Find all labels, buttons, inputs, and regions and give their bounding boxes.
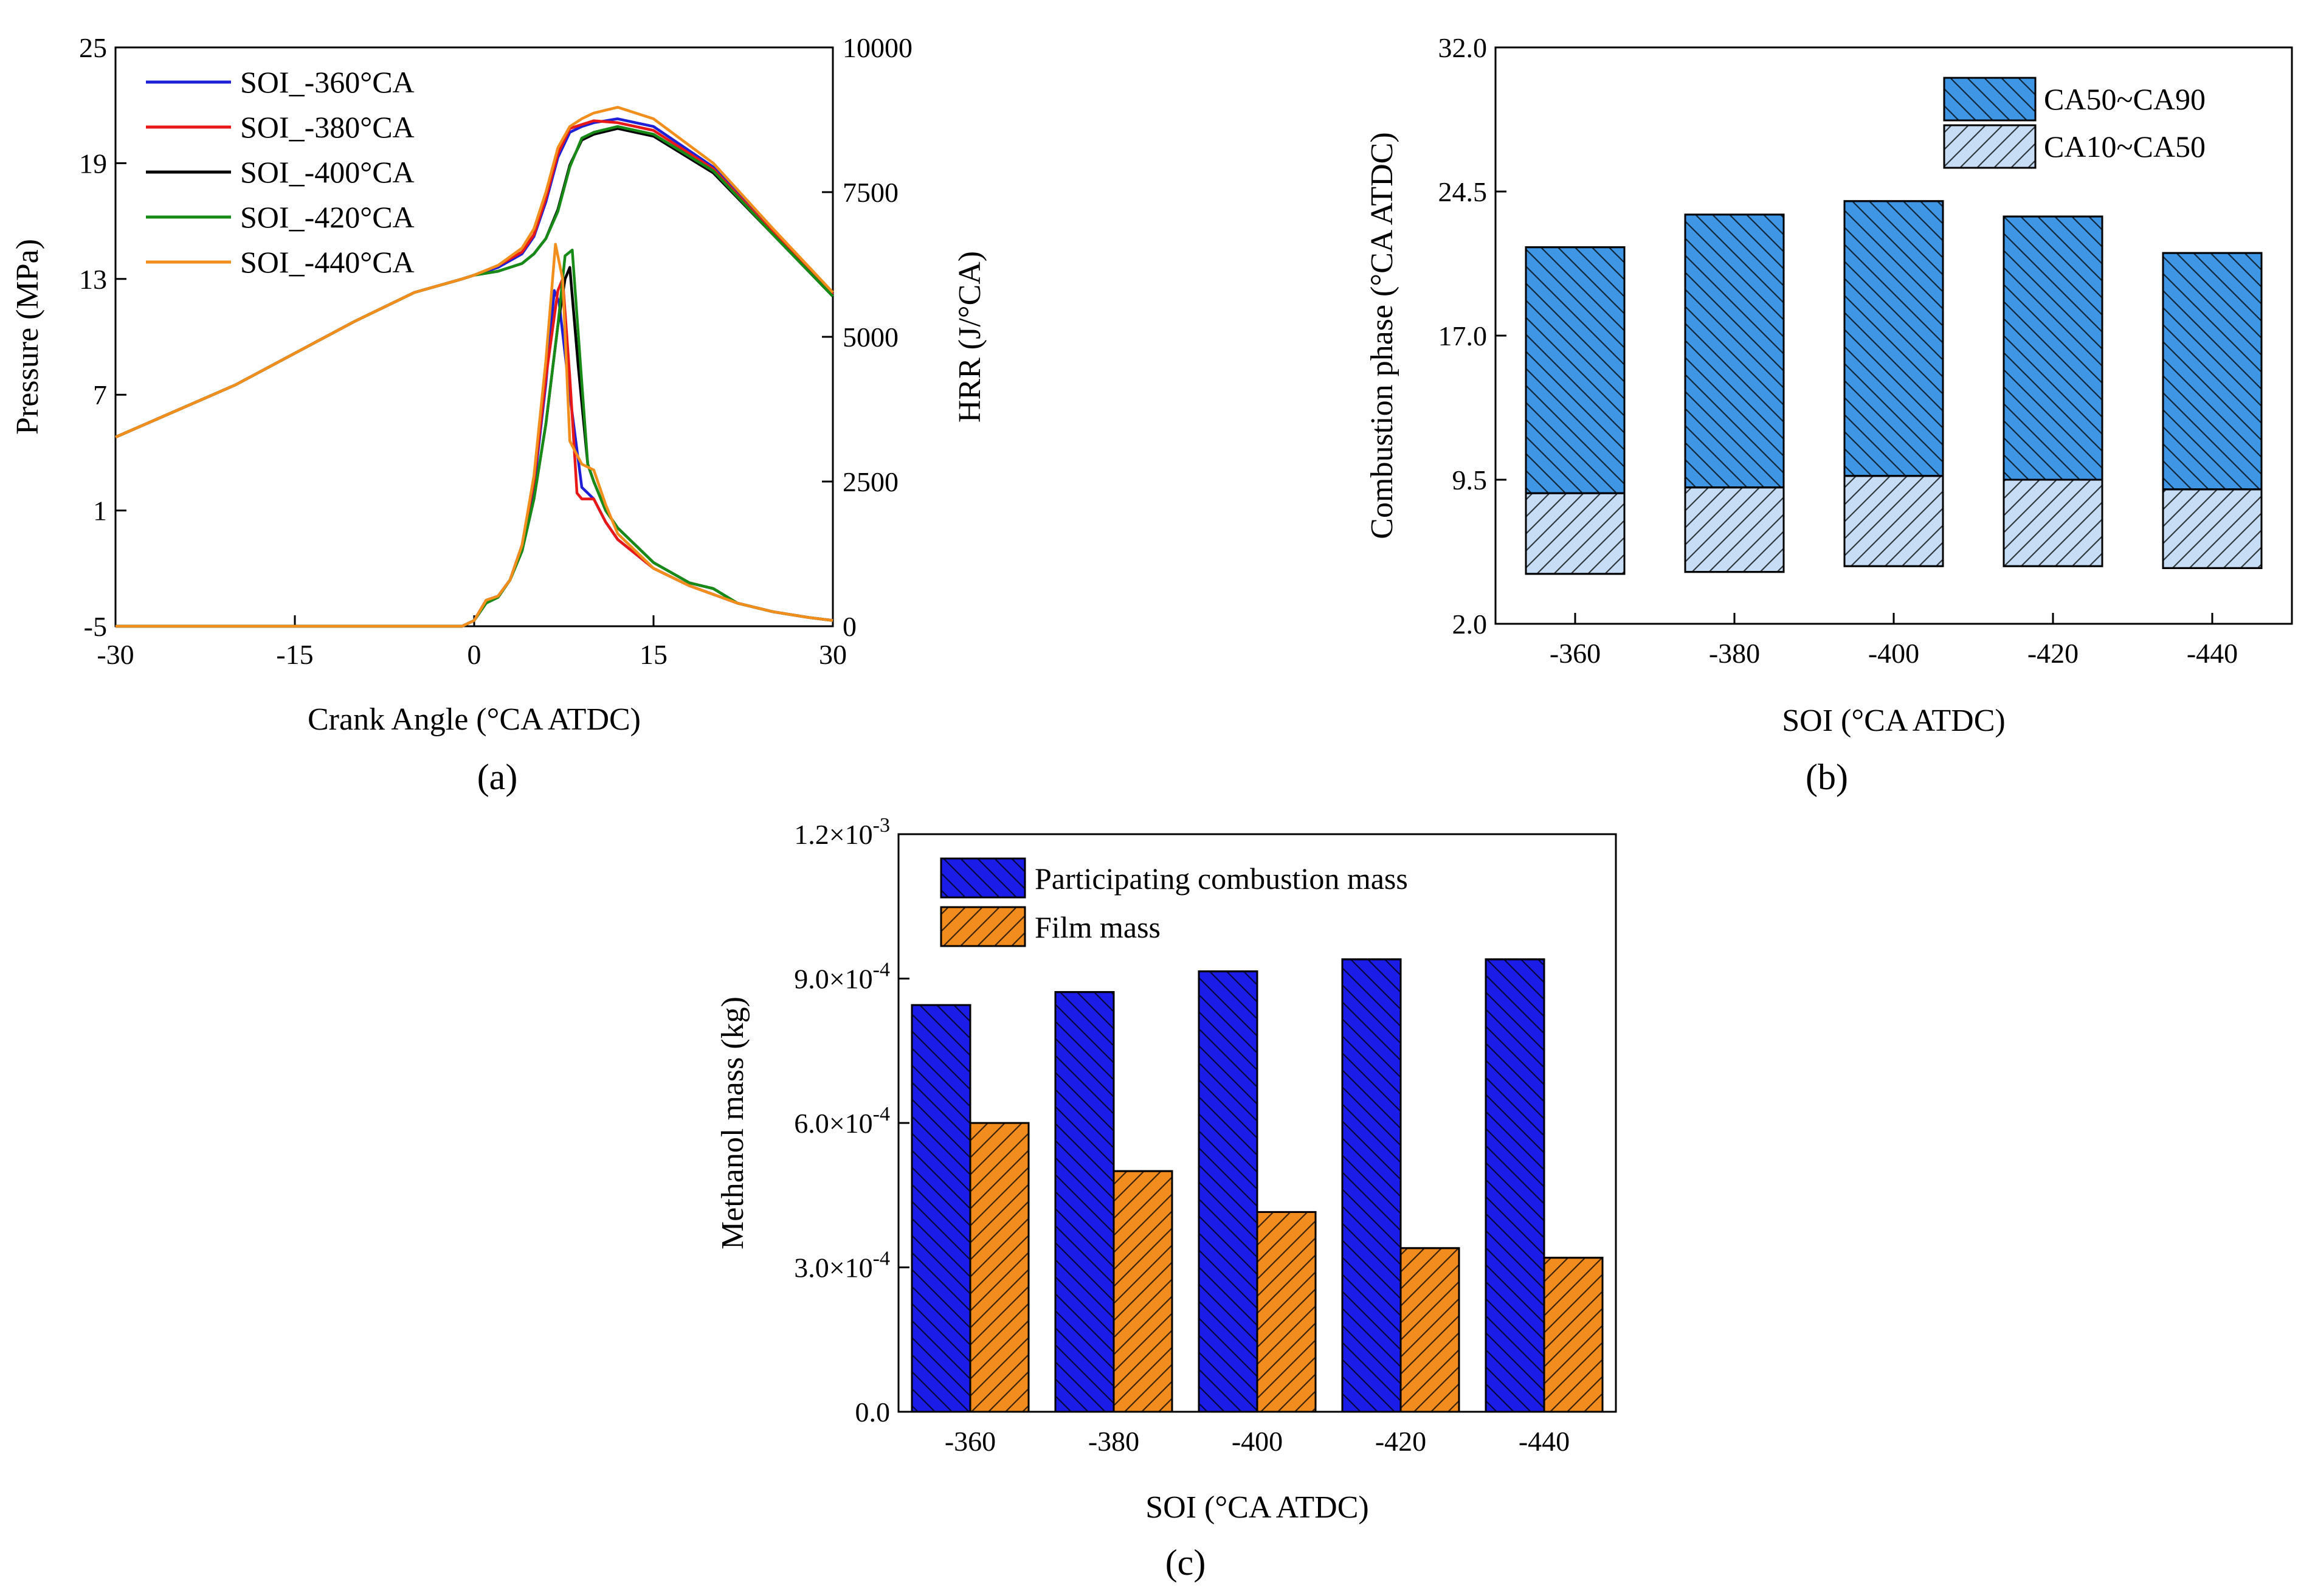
chart-c-bar-hatch	[911, 1004, 971, 1413]
chart-c-ytick-mantissa: 1.2×10	[794, 819, 872, 850]
chart-c-xtick-label: -440	[1519, 1426, 1570, 1457]
chart-b-ytick-label: 17.0	[1438, 320, 1488, 351]
chart-c-bar-hatch	[1485, 958, 1545, 1413]
chart-b-bar-hatch	[1843, 475, 1944, 567]
chart-a-hrr-line-4	[116, 243, 833, 628]
chart-b-legend-swatch-hatch	[1943, 77, 2037, 122]
chart-b-xtick-label: -440	[2187, 638, 2238, 669]
chart-c-bar-hatch	[1341, 958, 1402, 1413]
chart-a-ytick-label: 7	[93, 379, 107, 410]
chart-b-bar-hatch	[1684, 213, 1785, 489]
panel-label-a: (a)	[477, 757, 518, 797]
chart-b-bar-hatch	[1843, 200, 1944, 477]
chart-c-legend-label: Participating combustion mass	[1035, 862, 1408, 896]
chart-a-plot-frame	[114, 46, 834, 627]
chart-b-xtick-label: -400	[1868, 638, 1919, 669]
chart-a-y2label: HRR (J/°CA)	[953, 251, 987, 423]
chart-a-ytick-label: 13	[79, 264, 107, 295]
chart-b-ytick-label: 2.0	[1452, 609, 1488, 640]
chart-b-xtick-label: -380	[1709, 638, 1760, 669]
chart-c-bar-hatch	[1054, 991, 1115, 1413]
chart-b-xtick-label: -360	[1550, 638, 1601, 669]
chart-c-bar-hatch	[969, 1122, 1030, 1413]
chart-a-xtick-label: 0	[467, 639, 481, 670]
chart-a-ylabel: Pressure (MPa)	[10, 239, 45, 435]
panel-label-c: (c)	[1165, 1542, 1206, 1583]
chart-a-xtick-label: -15	[276, 639, 313, 670]
chart-b-legend-swatch-hatch	[1943, 124, 2037, 169]
chart-a-pressure-line-4	[115, 106, 834, 439]
chart-a-xtick-label: 15	[640, 639, 668, 670]
chart-c-xlabel: SOI (°CA ATDC)	[1145, 1490, 1369, 1525]
chart-a-pressure-hrr: -30 -15 0 15 30-517131925025005000750010000 …	[10, 32, 987, 797]
chart-c-legend-label: Film mass	[1035, 910, 1161, 944]
chart-c-ytick-exponent: -3	[873, 814, 890, 837]
chart-c-xtick-label: -380	[1088, 1426, 1139, 1457]
chart-c-bar-hatch	[1399, 1247, 1460, 1413]
chart-b-combustion-phase: -360 -380 -400 -420 -440 2.0 9.5 17.0 24.5 32.0 C…	[1365, 32, 2293, 797]
chart-b-bar-hatch	[2162, 252, 2263, 491]
chart-a-legend-label: SOI_-400°CA	[240, 155, 415, 189]
chart-a-legend-label: SOI_-440°CA	[240, 245, 415, 279]
chart-b-bar-hatch	[1525, 246, 1626, 494]
chart-c-ytick-label: 9.0×10-4	[794, 959, 890, 995]
chart-c-ytick-mantissa: 0.0	[855, 1397, 891, 1428]
chart-a-xtick-label: 30	[819, 639, 847, 670]
chart-a-hrr-line-1	[116, 277, 833, 628]
chart-b-xlabel: SOI (°CA ATDC)	[1782, 703, 2006, 738]
chart-c-ytick-label: 3.0×10-4	[794, 1248, 890, 1283]
chart-b-bar-hatch	[1525, 492, 1626, 575]
chart-c-ytick-mantissa: 3.0×10	[794, 1252, 872, 1283]
chart-c-ytick-exponent: -4	[873, 959, 890, 981]
chart-a-ytick-label: 1	[93, 496, 107, 527]
panel-label-b: (b)	[1806, 757, 1848, 797]
chart-a-y2tick-label: 2500	[843, 466, 899, 497]
chart-a-y2tick-label: 0	[843, 611, 857, 642]
chart-c-xtick-label: -400	[1232, 1426, 1283, 1457]
chart-b-bar-hatch	[2162, 488, 2263, 569]
chart-a-ytick-label: -5	[84, 611, 107, 642]
chart-c-bar-hatch	[1256, 1211, 1317, 1413]
chart-a-y2tick-label: 10000	[843, 32, 913, 63]
chart-b-legend-label: CA50~CA90	[2044, 82, 2206, 116]
chart-c-bar-hatch	[1198, 970, 1258, 1413]
chart-a-ytick-label: 19	[79, 148, 107, 179]
chart-a-xtick-label: -30	[97, 639, 134, 670]
chart-b-bar-hatch	[1684, 486, 1785, 573]
chart-c-bar-hatch	[1543, 1257, 1604, 1413]
chart-c-legend-swatch-hatch	[940, 857, 1026, 899]
chart-c-bar-hatch	[1113, 1170, 1173, 1413]
chart-a-ytick-label: 25	[79, 32, 107, 63]
chart-b-legend-label: CA10~CA50	[2044, 130, 2206, 164]
chart-b-bar-hatch	[2003, 478, 2103, 567]
chart-c-ytick-label: 0.0	[855, 1397, 891, 1428]
chart-b-bar-hatch	[2003, 215, 2103, 481]
chart-b-ylabel: Combustion phase (°CA ATDC)	[1365, 132, 1399, 539]
chart-c-methanol-mass: -360 -380 -400 -420 -4400.03.0×10-46.0×10-49…	[716, 814, 1617, 1583]
chart-b-ytick-label: 32.0	[1438, 32, 1488, 63]
chart-c-ytick-label: 6.0×10-4	[794, 1103, 890, 1139]
chart-c-ytick-exponent: -4	[873, 1103, 890, 1125]
chart-a-hrr-line-3	[116, 248, 833, 628]
chart-a-legend-label: SOI_-420°CA	[240, 200, 415, 234]
chart-a-hrr-line-2	[116, 266, 833, 628]
chart-a-legend-label: SOI_-380°CA	[240, 110, 415, 144]
chart-c-xtick-label: -420	[1375, 1426, 1426, 1457]
chart-c-ytick-mantissa: 6.0×10	[794, 1108, 872, 1139]
chart-a-legend-label: SOI_-360°CA	[240, 65, 415, 99]
chart-c-ytick-exponent: -4	[873, 1248, 890, 1270]
chart-a-y2tick-label: 7500	[843, 177, 899, 208]
chart-c-ylabel: Methanol mass (kg)	[716, 997, 750, 1249]
chart-c-ytick-mantissa: 9.0×10	[794, 964, 872, 995]
chart-b-ytick-label: 24.5	[1438, 176, 1488, 207]
chart-a-xlabel: Crank Angle (°CA ATDC)	[308, 702, 641, 737]
chart-b-xtick-label: -420	[2027, 638, 2079, 669]
chart-c-legend-swatch-hatch	[940, 906, 1026, 947]
chart-c-xtick-label: -360	[945, 1426, 996, 1457]
chart-a-hrr-line-0	[116, 289, 833, 628]
chart-c-ytick-label: 1.2×10-3	[794, 814, 890, 850]
chart-b-ytick-label: 9.5	[1452, 465, 1488, 496]
chart-a-y2tick-label: 5000	[843, 322, 899, 353]
